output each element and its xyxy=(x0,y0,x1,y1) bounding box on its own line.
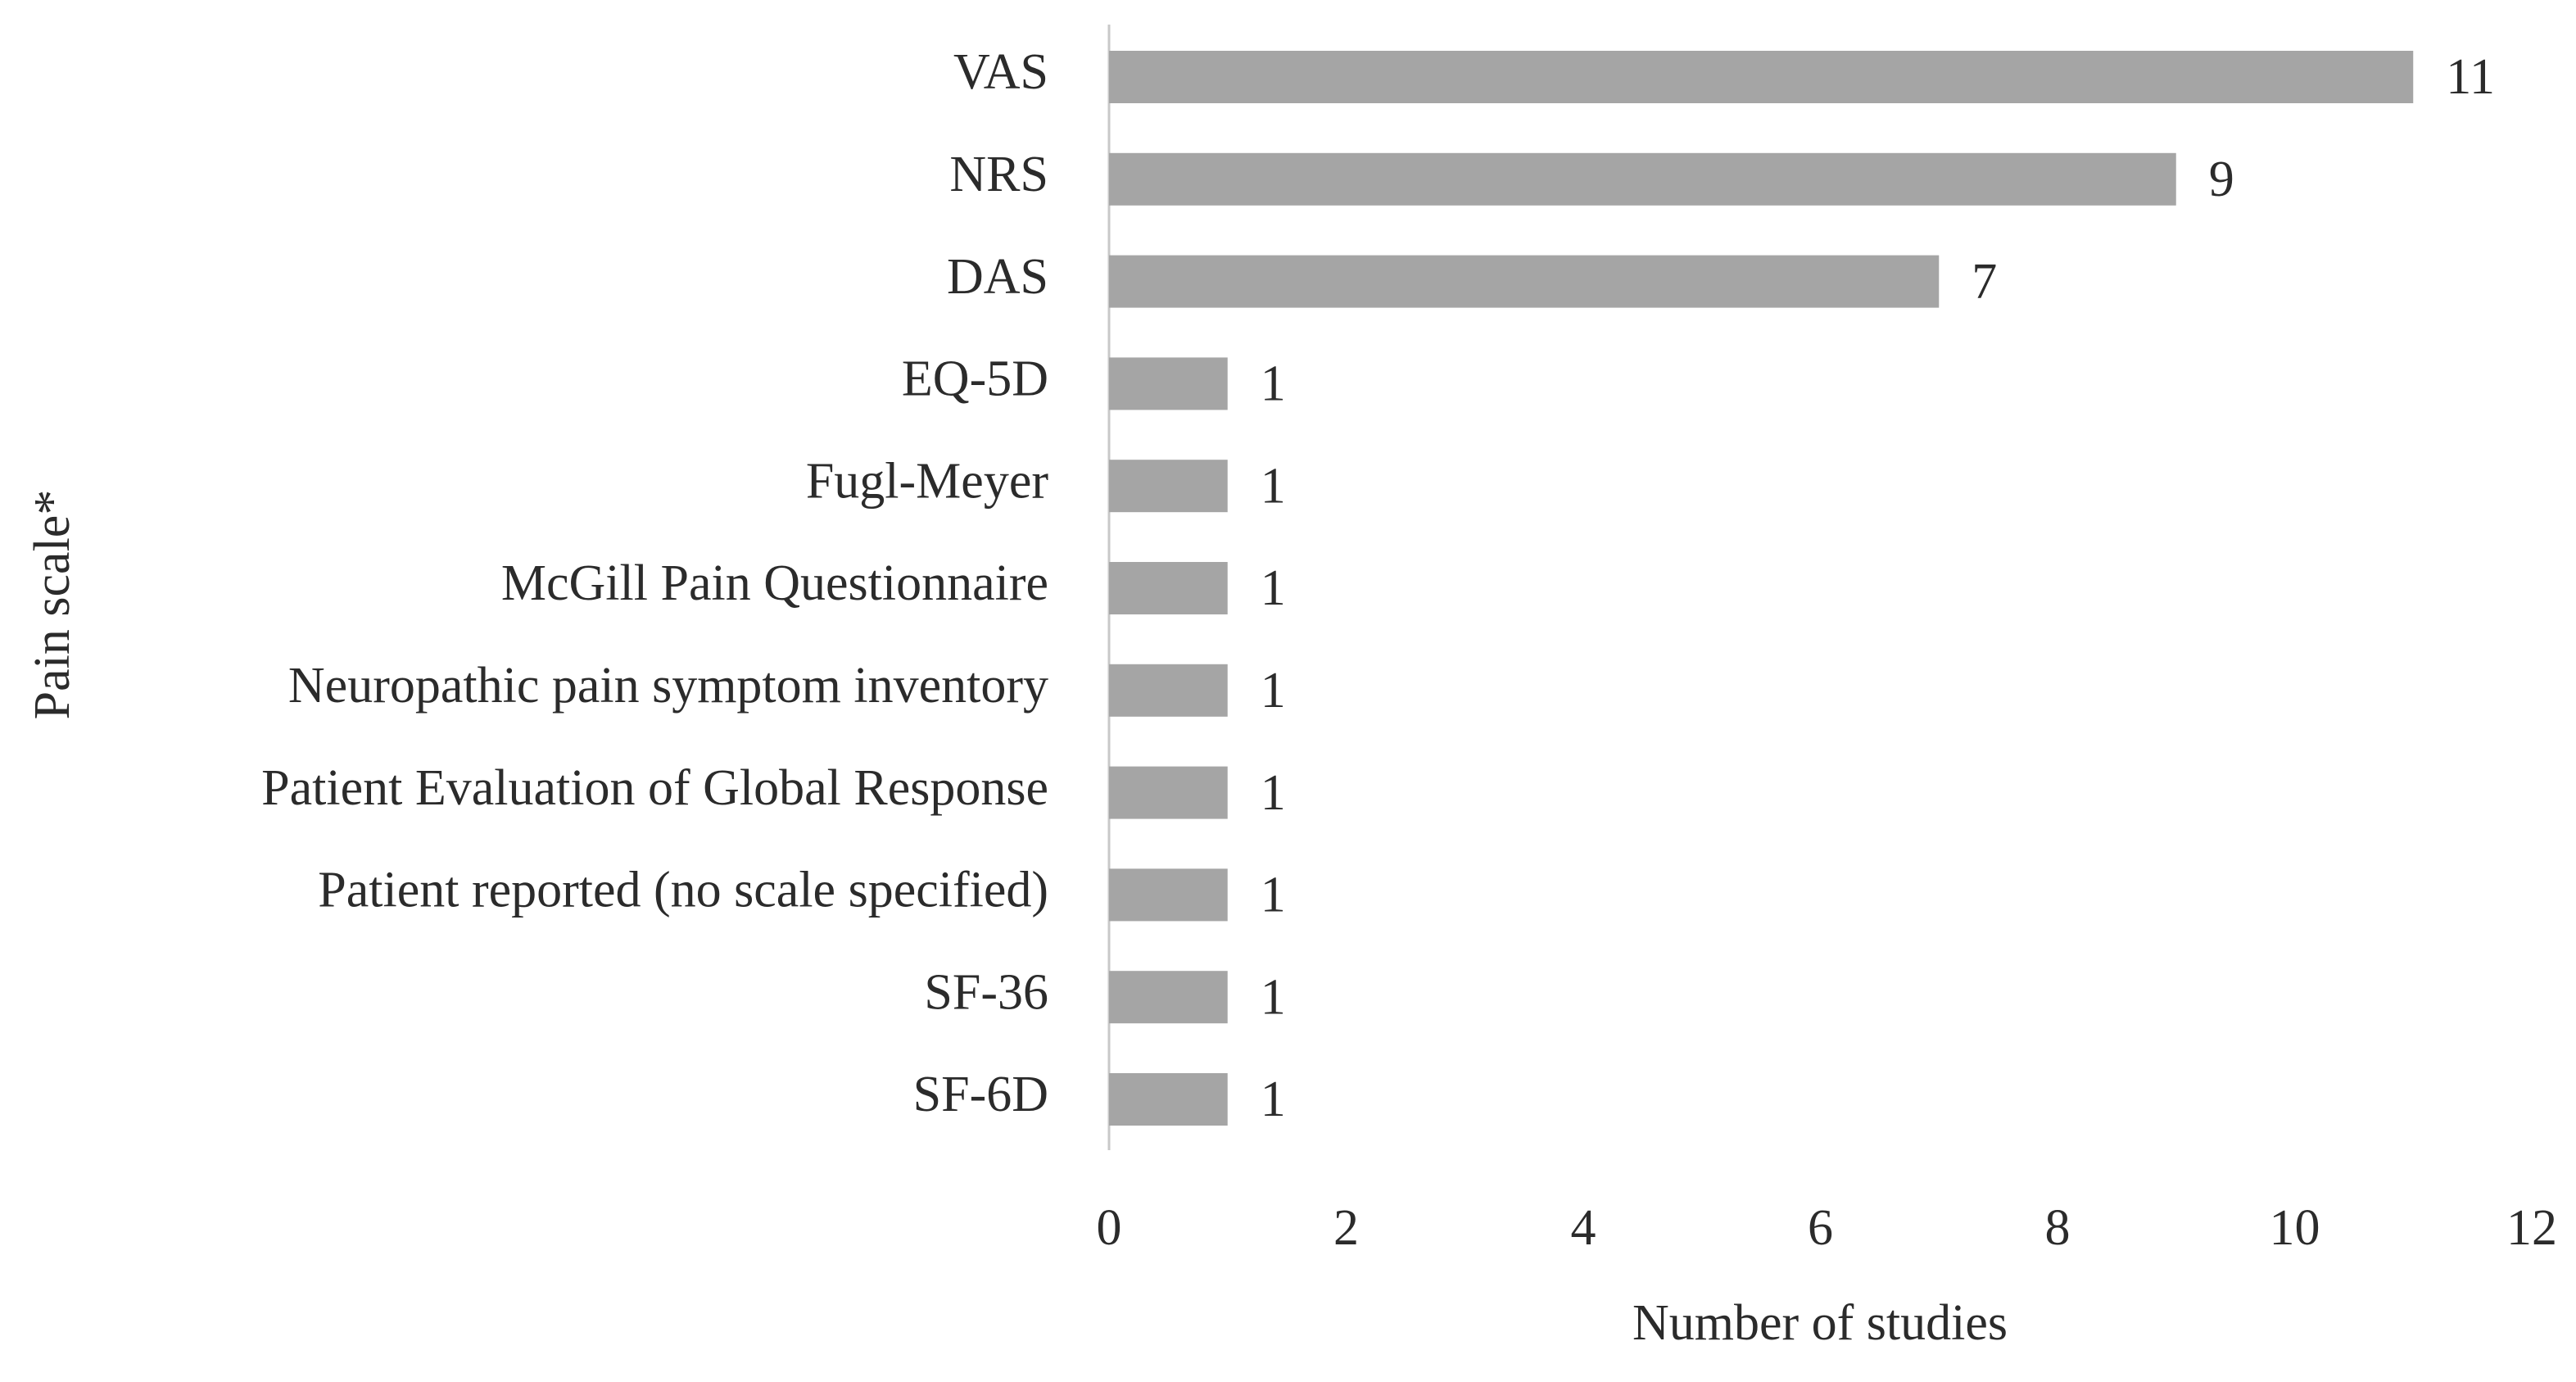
x-tick-label: 12 xyxy=(2506,1200,2557,1256)
x-axis-title: Number of studies xyxy=(1632,1295,2008,1351)
value-label: 1 xyxy=(1261,560,1286,616)
bar xyxy=(1109,562,1228,614)
y-tick-label: VAS xyxy=(953,44,1048,100)
y-tick-label: McGill Pain Questionnaire xyxy=(501,555,1048,611)
bar xyxy=(1109,357,1228,410)
x-tick-label: 2 xyxy=(1333,1200,1359,1256)
value-label: 1 xyxy=(1261,356,1286,412)
value-label: 1 xyxy=(1261,663,1286,718)
bar xyxy=(1109,766,1228,819)
bar xyxy=(1109,971,1228,1024)
bar xyxy=(1109,255,1940,308)
value-label: 1 xyxy=(1261,765,1286,821)
y-tick-label: DAS xyxy=(947,249,1048,305)
y-tick-label: EQ-5D xyxy=(902,351,1048,407)
x-tick-label: 4 xyxy=(1571,1200,1596,1256)
x-tick-label: 8 xyxy=(2045,1200,2071,1256)
y-tick-label: SF-6D xyxy=(913,1067,1048,1122)
y-tick-label: Neuropathic pain symptom inventory xyxy=(288,658,1048,714)
y-tick-label: Patient Evaluation of Global Response xyxy=(261,760,1048,816)
value-label: 1 xyxy=(1261,458,1286,514)
value-label: 1 xyxy=(1261,868,1286,923)
value-label: 11 xyxy=(2446,49,2495,105)
value-label: 1 xyxy=(1261,969,1286,1025)
bar xyxy=(1109,664,1228,717)
y-tick-label: Fugl-Meyer xyxy=(806,453,1049,509)
value-label: 1 xyxy=(1261,1072,1286,1127)
y-tick-label: SF-36 xyxy=(924,964,1048,1020)
y-tick-label: NRS xyxy=(949,147,1048,202)
x-tick-label: 10 xyxy=(2270,1200,2320,1256)
value-label: 9 xyxy=(2209,152,2234,207)
bar xyxy=(1109,868,1228,922)
bar xyxy=(1109,152,2176,206)
bar xyxy=(1109,51,2414,103)
y-tick-label: Patient reported (no scale specified) xyxy=(318,863,1048,918)
y-axis-title: Pain scale* xyxy=(25,490,80,720)
bar xyxy=(1109,460,1228,513)
value-label: 7 xyxy=(1972,254,1997,310)
x-tick-label: 6 xyxy=(1808,1200,1833,1256)
x-tick-label: 0 xyxy=(1097,1200,1122,1256)
bar xyxy=(1109,1073,1228,1126)
